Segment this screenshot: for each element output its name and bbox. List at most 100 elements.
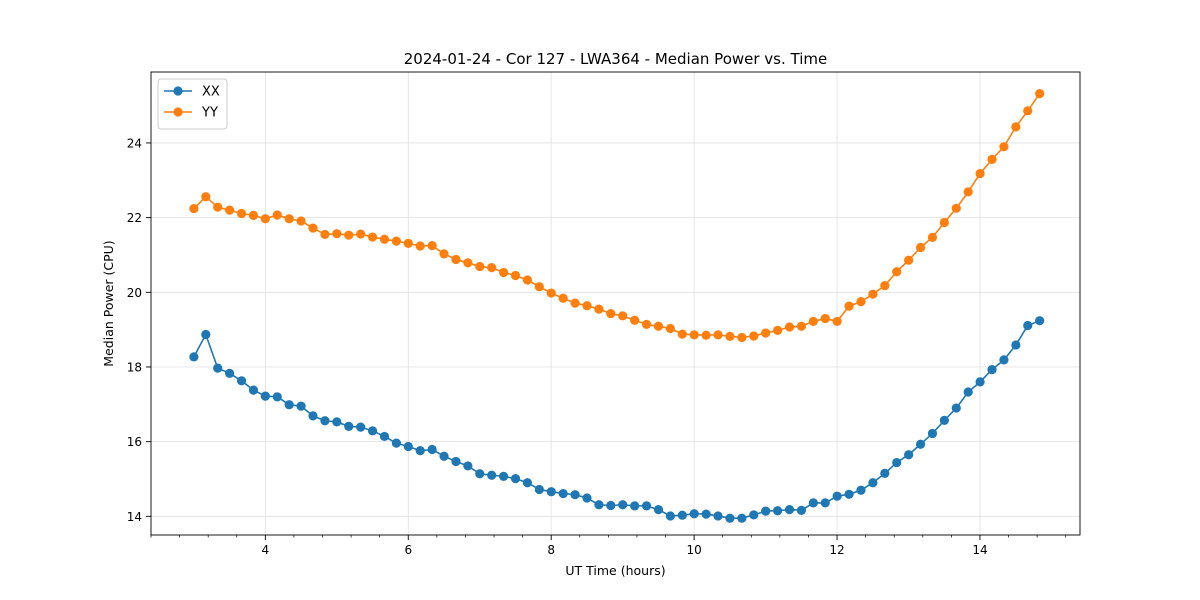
data-point-xx-14	[356, 422, 366, 432]
data-point-yy-62	[927, 232, 938, 243]
legend-entry-xx: XX	[164, 85, 220, 100]
data-point-xx-56	[856, 485, 866, 495]
data-point-yy-39	[653, 321, 664, 331]
data-point-xx-17	[391, 438, 401, 448]
data-point-xx-71	[1035, 316, 1045, 326]
data-point-yy-20	[427, 241, 437, 251]
data-point-yy-43	[701, 330, 711, 340]
data-point-xx-46	[737, 513, 747, 523]
data-point-yy-29	[534, 282, 544, 292]
y-tick-label-22: 22	[127, 211, 142, 225]
data-point-xx-18	[403, 441, 413, 452]
data-point-xx-26	[499, 471, 509, 481]
y-tick-label-24: 24	[127, 136, 142, 150]
data-point-yy-33	[582, 301, 592, 311]
data-point-xx-1	[201, 329, 211, 340]
data-point-yy-37	[630, 315, 640, 325]
y-tick-label-14: 14	[127, 510, 142, 524]
data-point-yy-70	[1023, 106, 1033, 116]
data-point-yy-13	[344, 230, 354, 240]
data-point-yy-24	[475, 261, 485, 272]
data-point-xx-67	[987, 364, 997, 375]
axes: 4 6 8 10 12 14 14 16 18 20 22 24	[127, 136, 1067, 557]
legend-label-yy: YY	[201, 106, 218, 121]
x-tick-label-4: 4	[262, 543, 270, 557]
data-point-yy-19	[415, 241, 425, 251]
legend-entry-yy: YY	[164, 106, 218, 121]
data-point-yy-55	[844, 301, 854, 311]
data-point-yy-14	[356, 229, 366, 239]
data-point-yy-46	[737, 332, 747, 343]
data-point-xx-7	[272, 392, 282, 402]
data-point-xx-64	[951, 403, 961, 413]
data-point-xx-8	[284, 400, 294, 410]
y-tick-label-16: 16	[127, 435, 142, 449]
data-point-yy-18	[403, 238, 413, 248]
y-tick-label-18: 18	[127, 360, 142, 374]
data-point-xx-11	[320, 416, 330, 426]
x-tick-label-14: 14	[972, 543, 987, 557]
data-point-xx-44	[713, 511, 723, 521]
data-point-yy-9	[296, 216, 306, 226]
data-point-xx-13	[344, 421, 354, 431]
y-tick-label-20: 20	[127, 286, 142, 300]
data-point-yy-22	[451, 254, 461, 265]
data-point-yy-48	[761, 328, 771, 338]
data-point-xx-62	[927, 428, 938, 439]
data-point-xx-38	[641, 501, 652, 511]
x-axis-label: UT Time (hours)	[565, 563, 665, 578]
data-point-yy-49	[773, 325, 783, 335]
data-point-yy-32	[570, 298, 580, 308]
legend-marker-yy	[173, 107, 183, 117]
data-point-xx-55	[844, 489, 854, 499]
data-point-yy-38	[641, 319, 652, 330]
data-point-yy-11	[320, 229, 330, 240]
data-point-xx-36	[618, 500, 628, 510]
data-point-xx-21	[439, 451, 449, 461]
data-point-xx-68	[999, 355, 1009, 365]
data-point-xx-3	[225, 368, 235, 378]
data-point-xx-30	[546, 487, 556, 497]
data-point-yy-30	[546, 288, 556, 298]
data-point-xx-32	[570, 490, 580, 500]
data-point-xx-60	[904, 450, 914, 460]
data-point-yy-56	[856, 297, 866, 307]
data-point-yy-26	[499, 267, 509, 278]
x-tick-label-12: 12	[829, 543, 844, 557]
data-point-yy-27	[510, 270, 521, 281]
data-point-xx-6	[260, 391, 270, 401]
data-point-yy-64	[951, 203, 961, 213]
data-point-xx-4	[236, 376, 247, 386]
data-point-yy-67	[987, 154, 997, 164]
data-point-xx-47	[749, 510, 759, 520]
x-tick-label-6: 6	[404, 543, 412, 557]
data-point-yy-51	[796, 321, 807, 331]
data-point-yy-47	[749, 331, 759, 341]
data-point-yy-40	[665, 323, 675, 334]
legend-label-xx: XX	[202, 85, 220, 100]
data-point-yy-31	[558, 293, 568, 303]
data-point-xx-0	[189, 352, 199, 362]
data-point-xx-70	[1023, 320, 1033, 331]
data-point-xx-59	[892, 457, 902, 468]
data-point-xx-15	[367, 426, 378, 436]
data-point-yy-17	[391, 236, 401, 246]
data-point-yy-58	[880, 280, 890, 291]
data-point-xx-31	[558, 488, 568, 499]
data-point-xx-69	[1011, 340, 1021, 350]
data-point-yy-69	[1011, 122, 1021, 132]
data-point-xx-45	[725, 513, 735, 523]
data-point-yy-16	[379, 234, 390, 244]
data-point-xx-34	[594, 500, 604, 510]
data-point-yy-68	[999, 142, 1009, 152]
data-point-yy-28	[522, 275, 533, 285]
x-tick-label-8: 8	[547, 543, 555, 557]
data-point-yy-7	[272, 210, 282, 220]
data-point-yy-12	[332, 229, 342, 239]
data-point-xx-20	[427, 444, 437, 455]
data-point-xx-63	[939, 415, 949, 425]
data-point-yy-66	[975, 168, 985, 179]
data-point-yy-10	[308, 223, 318, 233]
data-point-yy-5	[248, 210, 259, 220]
